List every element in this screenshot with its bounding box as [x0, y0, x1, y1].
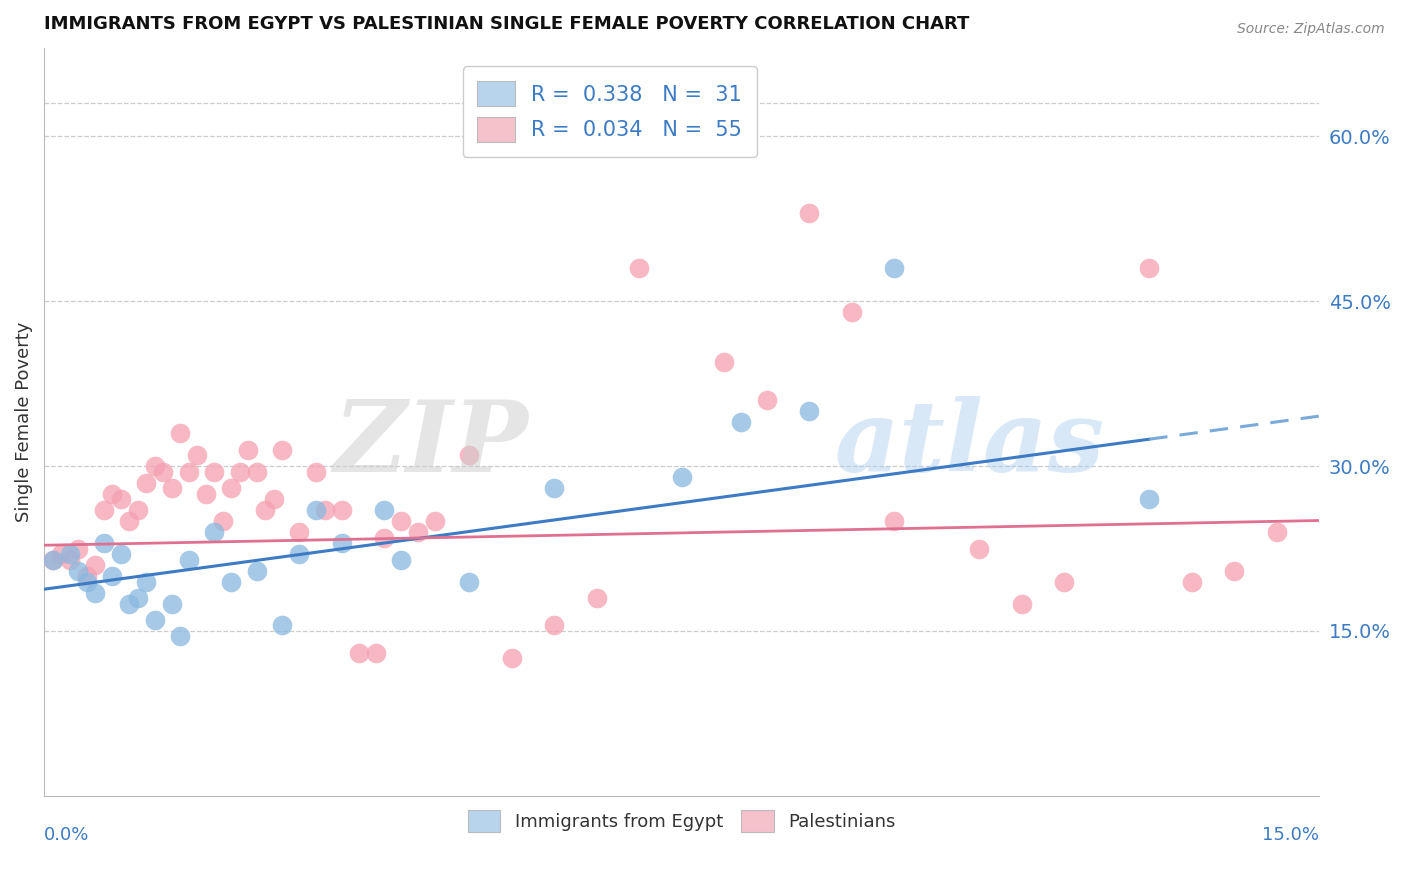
- Point: [127, 591, 149, 605]
- Y-axis label: Single Female Poverty: Single Female Poverty: [15, 322, 32, 523]
- Point: [143, 459, 166, 474]
- Point: [373, 503, 395, 517]
- Point: [1137, 492, 1160, 507]
- Point: [305, 465, 328, 479]
- Point: [458, 448, 481, 462]
- Point: [228, 465, 250, 479]
- Point: [59, 547, 82, 561]
- Point: [389, 514, 412, 528]
- Point: [799, 206, 821, 220]
- Point: [246, 465, 269, 479]
- Point: [84, 585, 107, 599]
- Point: [314, 503, 336, 517]
- Point: [152, 465, 174, 479]
- Point: [186, 448, 208, 462]
- Point: [841, 305, 863, 319]
- Point: [169, 630, 191, 644]
- Point: [219, 481, 242, 495]
- Text: ZIP: ZIP: [333, 396, 529, 492]
- Point: [41, 552, 63, 566]
- Point: [585, 591, 607, 605]
- Point: [93, 503, 115, 517]
- Point: [543, 618, 565, 632]
- Point: [883, 261, 905, 276]
- Point: [288, 547, 311, 561]
- Point: [202, 524, 225, 539]
- Point: [118, 597, 141, 611]
- Point: [364, 646, 387, 660]
- Point: [194, 486, 217, 500]
- Point: [76, 569, 98, 583]
- Legend: Immigrants from Egypt, Palestinians: Immigrants from Egypt, Palestinians: [461, 803, 903, 839]
- Point: [49, 547, 72, 561]
- Point: [246, 564, 269, 578]
- Point: [67, 564, 90, 578]
- Point: [713, 354, 735, 368]
- Point: [177, 465, 200, 479]
- Point: [160, 597, 183, 611]
- Point: [254, 503, 277, 517]
- Point: [271, 618, 294, 632]
- Point: [169, 426, 191, 441]
- Point: [347, 646, 370, 660]
- Point: [799, 404, 821, 418]
- Point: [101, 486, 124, 500]
- Point: [118, 514, 141, 528]
- Point: [730, 415, 752, 429]
- Point: [135, 574, 157, 589]
- Point: [202, 465, 225, 479]
- Point: [1011, 597, 1033, 611]
- Point: [67, 541, 90, 556]
- Point: [330, 503, 353, 517]
- Text: 15.0%: 15.0%: [1263, 826, 1319, 844]
- Point: [135, 475, 157, 490]
- Point: [305, 503, 328, 517]
- Text: Source: ZipAtlas.com: Source: ZipAtlas.com: [1237, 22, 1385, 37]
- Point: [219, 574, 242, 589]
- Point: [1265, 524, 1288, 539]
- Point: [543, 481, 565, 495]
- Point: [127, 503, 149, 517]
- Point: [236, 442, 259, 457]
- Point: [330, 536, 353, 550]
- Text: IMMIGRANTS FROM EGYPT VS PALESTINIAN SINGLE FEMALE POVERTY CORRELATION CHART: IMMIGRANTS FROM EGYPT VS PALESTINIAN SIN…: [44, 15, 970, 33]
- Point: [883, 514, 905, 528]
- Point: [967, 541, 990, 556]
- Point: [263, 492, 285, 507]
- Point: [271, 442, 294, 457]
- Point: [671, 470, 693, 484]
- Point: [177, 552, 200, 566]
- Text: 0.0%: 0.0%: [44, 826, 90, 844]
- Point: [93, 536, 115, 550]
- Point: [211, 514, 233, 528]
- Point: [389, 552, 412, 566]
- Point: [1181, 574, 1204, 589]
- Point: [628, 261, 651, 276]
- Point: [41, 552, 63, 566]
- Point: [59, 552, 82, 566]
- Point: [1223, 564, 1246, 578]
- Point: [110, 492, 132, 507]
- Point: [288, 524, 311, 539]
- Point: [458, 574, 481, 589]
- Point: [110, 547, 132, 561]
- Point: [406, 524, 429, 539]
- Point: [501, 651, 523, 665]
- Point: [1053, 574, 1076, 589]
- Point: [76, 574, 98, 589]
- Point: [143, 613, 166, 627]
- Point: [84, 558, 107, 572]
- Point: [755, 393, 778, 408]
- Point: [160, 481, 183, 495]
- Text: atlas: atlas: [835, 396, 1105, 492]
- Point: [101, 569, 124, 583]
- Point: [373, 531, 395, 545]
- Point: [425, 514, 447, 528]
- Point: [1137, 261, 1160, 276]
